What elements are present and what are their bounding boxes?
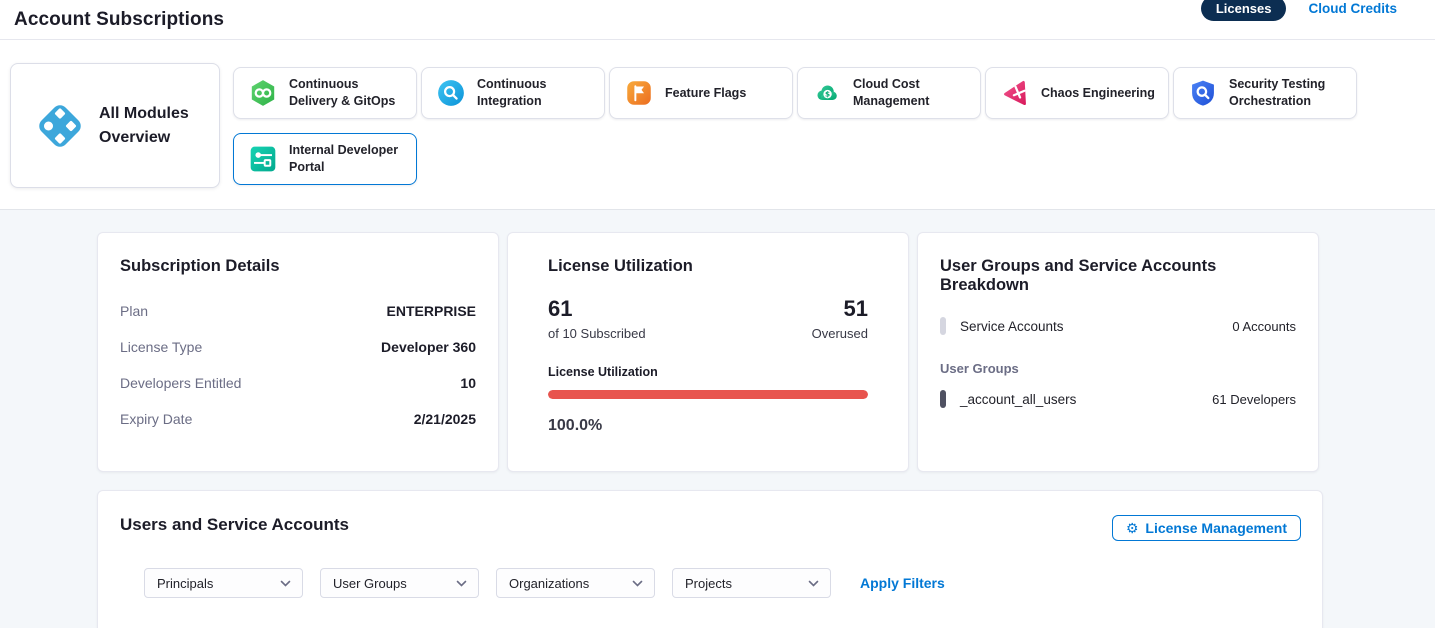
- cd-gitops-icon: [249, 79, 277, 107]
- dropdown-label: User Groups: [333, 575, 407, 591]
- top-header-bar: Account Subscriptions Licenses Cloud Cre…: [0, 0, 1435, 40]
- used-count: 61: [548, 296, 573, 321]
- users-section-title: Users and Service Accounts: [120, 515, 349, 534]
- license-management-label: License Management: [1145, 520, 1287, 536]
- module-selector-band: All Modules Overview Continuous Delivery…: [0, 40, 1435, 210]
- detail-row-developers-entitled: Developers Entitled 10: [120, 372, 476, 394]
- svg-text:$: $: [825, 90, 830, 99]
- subscription-detail-rows: Plan ENTERPRISE License Type Developer 3…: [120, 300, 476, 430]
- module-card-cloud-cost[interactable]: $ Cloud Cost Management: [797, 67, 981, 119]
- user-group-row: _account_all_users 61 Developers: [940, 390, 1296, 408]
- detail-row-plan: Plan ENTERPRISE: [120, 300, 476, 322]
- detail-value: 2/21/2025: [413, 411, 476, 427]
- module-grid: Continuous Delivery & GitOps Continuous …: [233, 63, 1367, 187]
- gear-icon: ⚙: [1125, 520, 1139, 536]
- chaos-engineering-icon: [1001, 79, 1029, 107]
- detail-value: 10: [460, 375, 476, 391]
- user-group-label: _account_all_users: [960, 391, 1077, 407]
- used-block: 61 of 10 Subscribed: [548, 296, 646, 341]
- module-card-continuous-delivery[interactable]: Continuous Delivery & GitOps: [233, 67, 417, 119]
- detail-label: Plan: [120, 303, 149, 319]
- dropdown-label: Organizations: [509, 575, 590, 591]
- users-service-accounts-card: Users and Service Accounts ⚙ License Man…: [97, 490, 1323, 628]
- detail-label: Expiry Date: [120, 411, 193, 427]
- module-label: Chaos Engineering: [1041, 85, 1155, 100]
- module-card-feature-flags[interactable]: Feature Flags: [609, 67, 793, 119]
- module-label: Internal Developer Portal: [289, 143, 399, 174]
- overused-block: 51 Overused: [812, 296, 868, 341]
- chevron-down-icon: [632, 580, 643, 587]
- license-management-button[interactable]: ⚙ License Management: [1111, 515, 1301, 541]
- subscription-details-title: Subscription Details: [120, 257, 280, 275]
- utilization-percent: 100.0%: [548, 417, 603, 434]
- principals-dropdown[interactable]: Principals: [144, 568, 303, 598]
- security-testing-icon: [1189, 79, 1217, 107]
- license-utilization-card: License Utilization 61 of 10 Subscribed …: [507, 232, 909, 472]
- license-utilization-title: License Utilization: [548, 257, 693, 275]
- cloud-cost-icon: $: [813, 79, 841, 107]
- utilization-bar-fill: [548, 390, 868, 399]
- organizations-dropdown[interactable]: Organizations: [496, 568, 655, 598]
- filters-row: Principals User Groups Organizations Pro…: [144, 568, 1300, 598]
- breakdown-card: User Groups and Service Accounts Breakdo…: [917, 232, 1319, 472]
- overused-caption: Overused: [811, 326, 868, 341]
- detail-value: Developer 360: [381, 339, 476, 355]
- module-label: Cloud Cost Management: [853, 77, 930, 108]
- service-accounts-value: 0 Accounts: [1232, 318, 1296, 334]
- module-label: Feature Flags: [665, 85, 747, 100]
- module-card-chaos-engineering[interactable]: Chaos Engineering: [985, 67, 1169, 119]
- utilization-numbers: 61 of 10 Subscribed 51 Overused: [548, 296, 868, 341]
- user-group-value: 61 Developers: [1212, 391, 1296, 407]
- chevron-down-icon: [280, 580, 291, 587]
- detail-row-license-type: License Type Developer 360: [120, 336, 476, 358]
- chevron-down-icon: [456, 580, 467, 587]
- header-tabs: Licenses Cloud Credits: [1200, 0, 1397, 21]
- service-accounts-marker: [940, 317, 946, 335]
- page-title: Account Subscriptions: [14, 8, 225, 30]
- user-groups-subheader: User Groups: [940, 361, 1019, 376]
- breakdown-title: User Groups and Service Accounts Breakdo…: [940, 257, 1217, 294]
- overused-count: 51: [843, 296, 868, 321]
- detail-value: ENTERPRISE: [386, 303, 476, 319]
- summary-cards-row: Subscription Details Plan ENTERPRISE Lic…: [97, 232, 1435, 472]
- tab-cloud-credits[interactable]: Cloud Credits: [1308, 1, 1397, 16]
- utilization-bar-label: License Utilization: [548, 365, 658, 379]
- module-label: Continuous Delivery & GitOps: [289, 77, 396, 108]
- projects-dropdown[interactable]: Projects: [672, 568, 831, 598]
- service-accounts-row: Service Accounts 0 Accounts: [940, 317, 1296, 335]
- subscription-details-card: Subscription Details Plan ENTERPRISE Lic…: [97, 232, 499, 472]
- detail-row-expiry-date: Expiry Date 2/21/2025: [120, 408, 476, 430]
- feature-flags-icon: [625, 79, 653, 107]
- internal-developer-portal-icon: [249, 145, 277, 173]
- module-card-continuous-integration[interactable]: Continuous Integration: [421, 67, 605, 119]
- module-label: Continuous Integration: [477, 77, 547, 108]
- module-card-security-testing[interactable]: Security Testing Orchestration: [1173, 67, 1357, 119]
- continuous-integration-icon: [437, 79, 465, 107]
- utilization-bar-track: [548, 390, 868, 399]
- user-group-marker: [940, 390, 946, 408]
- module-card-internal-developer-portal[interactable]: Internal Developer Portal: [233, 133, 417, 185]
- all-modules-icon: [35, 101, 85, 151]
- tab-licenses[interactable]: Licenses: [1200, 0, 1287, 21]
- dropdown-label: Principals: [157, 575, 214, 591]
- detail-label: License Type: [120, 339, 203, 355]
- module-label: Security Testing Orchestration: [1229, 77, 1326, 108]
- dropdown-label: Projects: [685, 575, 732, 591]
- service-accounts-label: Service Accounts: [960, 318, 1064, 334]
- used-caption: of 10 Subscribed: [548, 326, 646, 341]
- all-modules-overview-label: All Modules Overview: [99, 104, 189, 146]
- content-area: Subscription Details Plan ENTERPRISE Lic…: [0, 210, 1435, 628]
- detail-label: Developers Entitled: [120, 375, 242, 391]
- all-modules-overview-card[interactable]: All Modules Overview: [10, 63, 220, 188]
- apply-filters-link[interactable]: Apply Filters: [860, 575, 945, 591]
- user-groups-dropdown[interactable]: User Groups: [320, 568, 479, 598]
- chevron-down-icon: [808, 580, 819, 587]
